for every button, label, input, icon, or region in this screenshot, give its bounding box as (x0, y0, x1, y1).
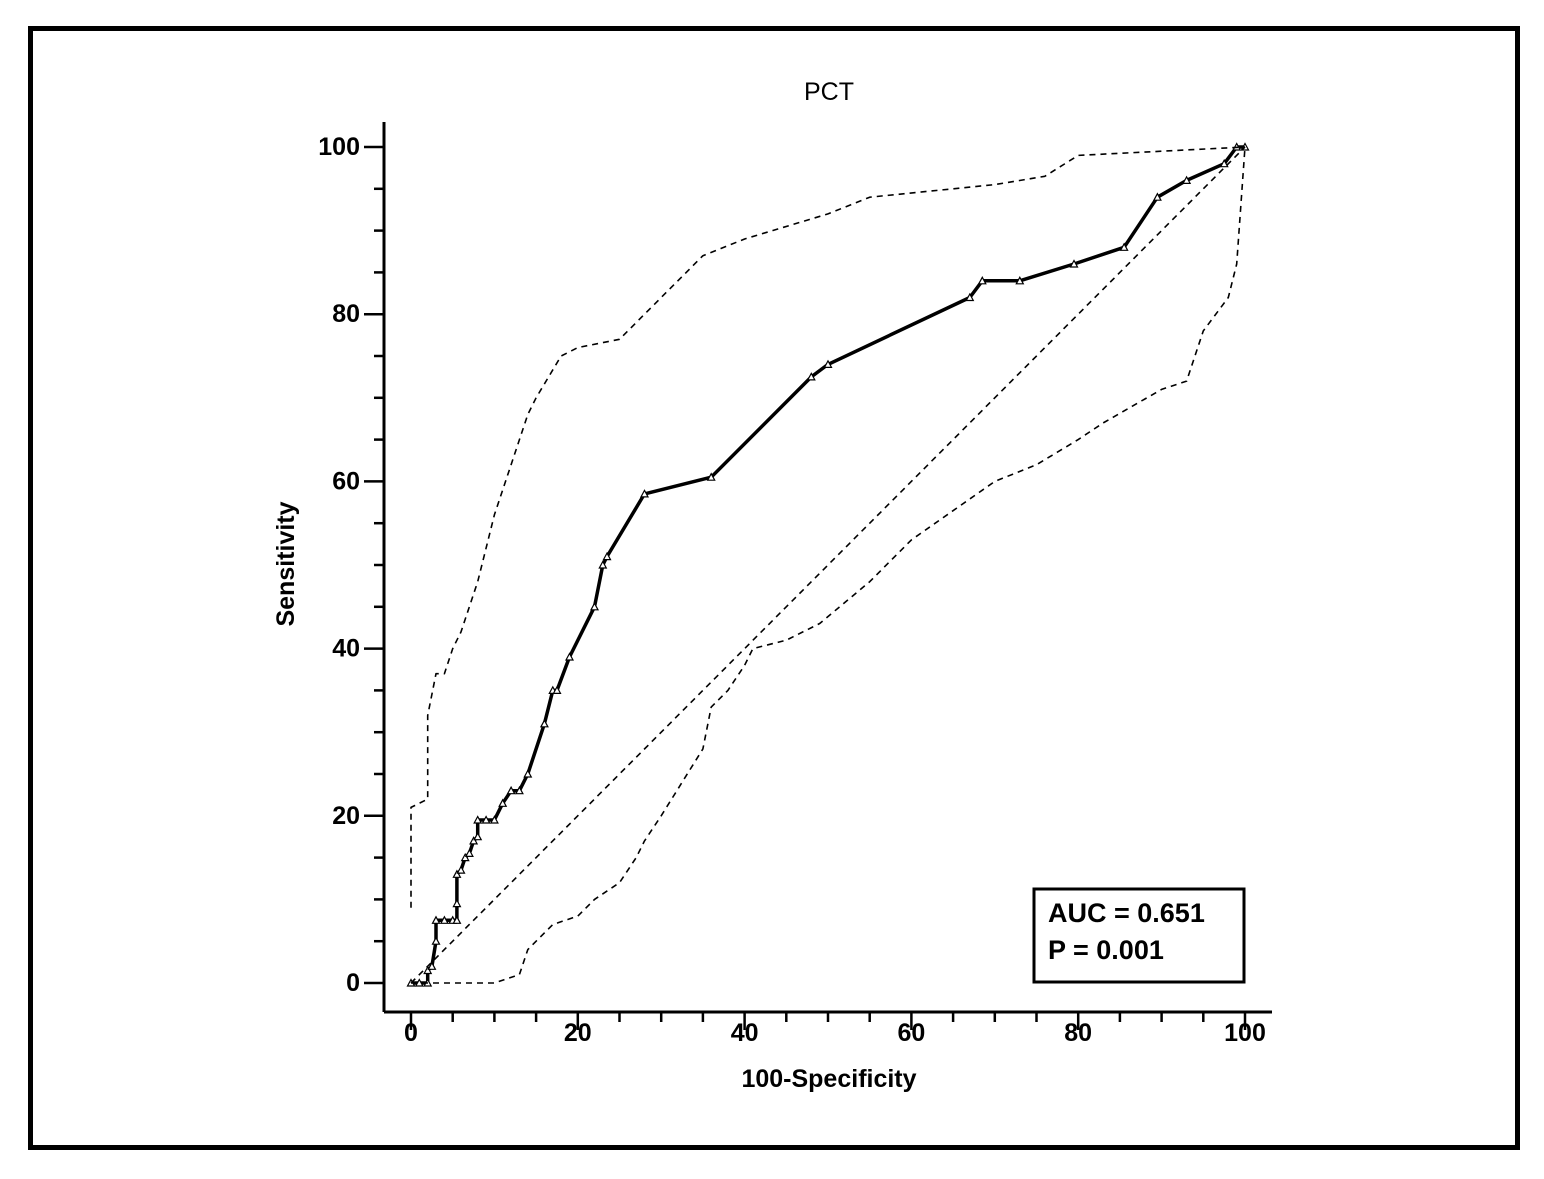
roc-point-marker (598, 560, 608, 569)
roc-point-marker (452, 915, 462, 924)
chart-title: PCT (804, 78, 854, 106)
y-tick-label: 40 (332, 635, 360, 663)
y-tick-label: 80 (332, 300, 360, 328)
x-tick-label: 40 (731, 1019, 759, 1047)
roc-point-marker (431, 915, 441, 924)
roc-point-marker (706, 472, 716, 481)
roc-point-marker (1015, 276, 1025, 285)
roc-point-marker (423, 965, 433, 975)
roc-point-marker (1152, 192, 1162, 201)
figure-frame (28, 26, 1520, 1150)
roc-point-marker (427, 961, 437, 970)
stats-box-border (1032, 887, 1246, 984)
x-tick-label: 20 (564, 1019, 592, 1047)
series-line-reference-line (410, 146, 1246, 984)
roc-point-marker (456, 865, 466, 874)
roc-point-marker (473, 815, 483, 824)
roc-point-marker (431, 936, 441, 945)
roc-point-marker (452, 869, 462, 878)
x-tick-label: 0 (404, 1019, 418, 1047)
roc-point-marker (469, 836, 479, 845)
x-axis-title: 100-Specificity (741, 1065, 916, 1093)
roc-point-marker (965, 292, 975, 302)
roc-point-marker (523, 769, 533, 778)
y-tick-label: 60 (332, 467, 360, 495)
roc-point-marker (464, 848, 474, 857)
roc-point-marker (977, 276, 987, 285)
roc-point-marker (552, 685, 562, 694)
x-tick-label: 100 (1224, 1019, 1266, 1047)
roc-point-marker (823, 359, 833, 368)
roc-point-marker (806, 372, 816, 381)
roc-point-marker (564, 652, 575, 661)
roc-point-marker (1219, 158, 1229, 168)
roc-point-marker (589, 602, 600, 611)
series-line-upper-95-ci (410, 146, 1246, 908)
y-axis-title: Sensitivity (272, 501, 300, 626)
y-tick-label: 100 (318, 133, 360, 161)
p-value-label: P = 0.001 (1048, 935, 1164, 965)
roc-point-marker (481, 815, 491, 824)
roc-point-marker (506, 785, 516, 795)
roc-point-marker (473, 831, 483, 841)
roc-point-marker (1069, 259, 1079, 268)
ticks-layer: 0 20 40 60 80 100 0 20 40 60 80 100 (318, 133, 1266, 1047)
roc-point-marker (414, 978, 424, 987)
roc-point-marker (602, 551, 612, 561)
y-tick-label: 20 (332, 802, 360, 830)
series-line-lower-95-ci (411, 146, 1246, 984)
auc-label: AUC = 0.651 (1048, 898, 1205, 928)
roc-point-marker (460, 852, 470, 862)
roc-point-marker (489, 815, 499, 824)
stats-box: AUC = 0.651 P = 0.001 (1032, 887, 1246, 984)
roc-point-marker (1119, 242, 1129, 251)
roc-point-marker (639, 489, 650, 498)
roc-point-marker (439, 915, 449, 924)
roc-point-marker (498, 798, 508, 807)
roc-point-marker (452, 898, 462, 908)
roc-point-marker (539, 719, 549, 728)
x-tick-label: 60 (897, 1019, 925, 1047)
plot-layer (406, 142, 1250, 987)
y-tick-label: 0 (346, 969, 360, 997)
roc-point-marker (1182, 175, 1192, 184)
axes-layer (382, 122, 1272, 1014)
roc-point-marker (514, 785, 524, 795)
x-tick-label: 80 (1064, 1019, 1092, 1047)
